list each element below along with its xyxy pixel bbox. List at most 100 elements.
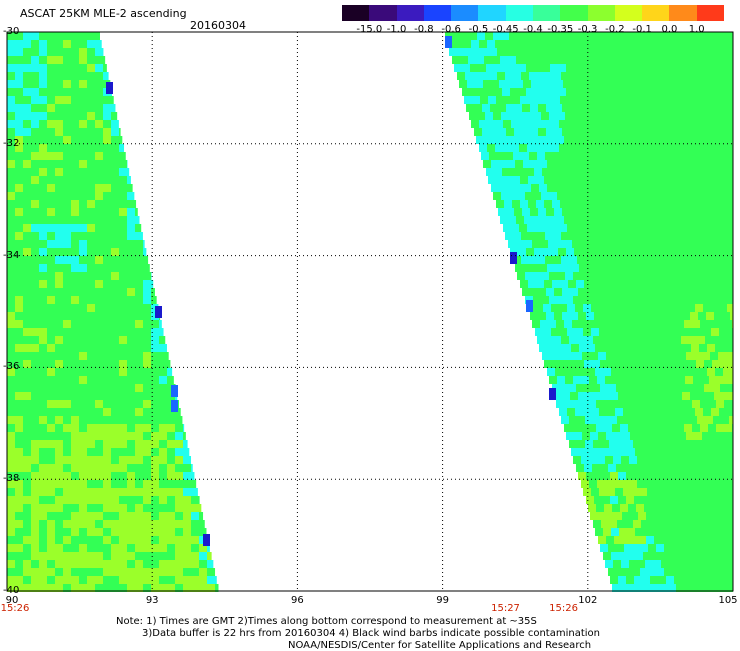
- swath-cell: [644, 504, 652, 512]
- swath-cell: [167, 576, 175, 584]
- swath-cell: [473, 72, 481, 80]
- swath-cell: [510, 252, 517, 264]
- swath-cell: [143, 560, 151, 568]
- swath-cell: [23, 280, 31, 288]
- swath-cell: [159, 504, 167, 512]
- swath-cell: [652, 424, 660, 432]
- swath-cell: [95, 408, 103, 416]
- swath-cell: [726, 248, 733, 256]
- swath-cell: [594, 312, 602, 320]
- swath-cell: [691, 368, 699, 376]
- swath-cell: [601, 416, 609, 424]
- swath-cell: [619, 368, 627, 376]
- swath-cell: [648, 568, 656, 576]
- swath-cell: [597, 456, 605, 464]
- swath-cell: [720, 96, 728, 104]
- swath-cell: [723, 80, 731, 88]
- swath-cell: [610, 208, 618, 216]
- swath-cell: [706, 104, 714, 112]
- swath-cell: [31, 128, 39, 136]
- swath-cell: [558, 64, 566, 72]
- swath-cell: [722, 312, 730, 320]
- time-label: 15:26: [549, 603, 578, 614]
- swath-cell: [143, 288, 151, 296]
- swath-cell: [71, 80, 79, 88]
- swath-cell: [673, 152, 681, 160]
- swath-cell: [571, 448, 579, 456]
- swath-cell: [87, 112, 95, 120]
- swath-cell: [135, 512, 143, 520]
- swath-cell: [703, 40, 711, 48]
- swath-cell: [708, 320, 716, 328]
- swath-cell: [47, 328, 55, 336]
- swath-cell: [514, 208, 522, 216]
- swath-cell: [619, 160, 627, 168]
- swath-cell: [71, 376, 79, 384]
- swath-cell: [7, 288, 15, 296]
- swath-cell: [594, 392, 602, 400]
- note-line-1: Note: 1) Times are GMT 2)Times along bot…: [116, 616, 537, 627]
- swath-cell: [674, 576, 682, 584]
- swath-cell: [621, 480, 629, 488]
- swath-cell: [644, 56, 652, 64]
- swath-cell: [705, 256, 713, 264]
- swath-cell: [159, 368, 167, 376]
- swath-cell: [55, 376, 63, 384]
- swath-cell: [79, 208, 87, 216]
- swath-cell: [717, 480, 725, 488]
- swath-cell: [79, 544, 87, 552]
- swath-cell: [579, 184, 587, 192]
- swath-cell: [548, 56, 556, 64]
- swath-cell: [681, 72, 689, 80]
- swath-cell: [111, 392, 119, 400]
- swath-cell: [620, 216, 628, 224]
- swath-cell: [550, 352, 558, 360]
- swath-cell: [63, 192, 71, 200]
- swath-cell: [71, 272, 79, 280]
- swath-cell: [689, 48, 697, 56]
- swath-cell: [111, 568, 119, 576]
- swath-cell: [127, 232, 135, 240]
- swath-cell: [520, 96, 528, 104]
- swath-cell: [143, 328, 151, 336]
- swath-cell: [724, 56, 732, 64]
- swath-cell: [135, 248, 143, 256]
- swath-cell: [622, 352, 630, 360]
- swath-cell: [657, 520, 665, 528]
- swath-cell: [696, 200, 704, 208]
- swath-cell: [609, 440, 617, 448]
- swath-cell: [591, 224, 599, 232]
- swath-cell: [662, 432, 670, 440]
- swath-cell: [103, 376, 111, 384]
- swath-cell: [15, 160, 23, 168]
- swath-cell: [135, 528, 143, 536]
- swath-cell: [39, 136, 47, 144]
- swath-cell: [127, 312, 135, 320]
- swath-cell: [119, 576, 127, 584]
- swath-cell: [715, 552, 723, 560]
- swath-cell: [7, 448, 15, 456]
- swath-cell: [23, 168, 31, 176]
- swath-cell: [538, 312, 546, 320]
- swath-cell: [603, 528, 611, 536]
- swath-cell: [127, 560, 135, 568]
- swath-cell: [614, 248, 622, 256]
- swath-cell: [613, 456, 621, 464]
- swath-cell: [608, 360, 616, 368]
- swath-cell: [135, 504, 143, 512]
- swath-cell: [7, 264, 15, 272]
- swath-cell: [635, 344, 643, 352]
- swath-cell: [689, 232, 697, 240]
- swath-cell: [39, 512, 47, 520]
- swath-cell: [698, 496, 706, 504]
- swath-cell: [696, 384, 704, 392]
- swath-cell: [588, 216, 596, 224]
- swath-cell: [55, 184, 63, 192]
- swath-cell: [596, 504, 604, 512]
- swath-cell: [690, 128, 698, 136]
- swath-cell: [127, 200, 135, 208]
- swath-cell: [119, 424, 127, 432]
- swath-cell: [579, 448, 587, 456]
- swath-cell: [582, 248, 590, 256]
- swath-cell: [525, 112, 533, 120]
